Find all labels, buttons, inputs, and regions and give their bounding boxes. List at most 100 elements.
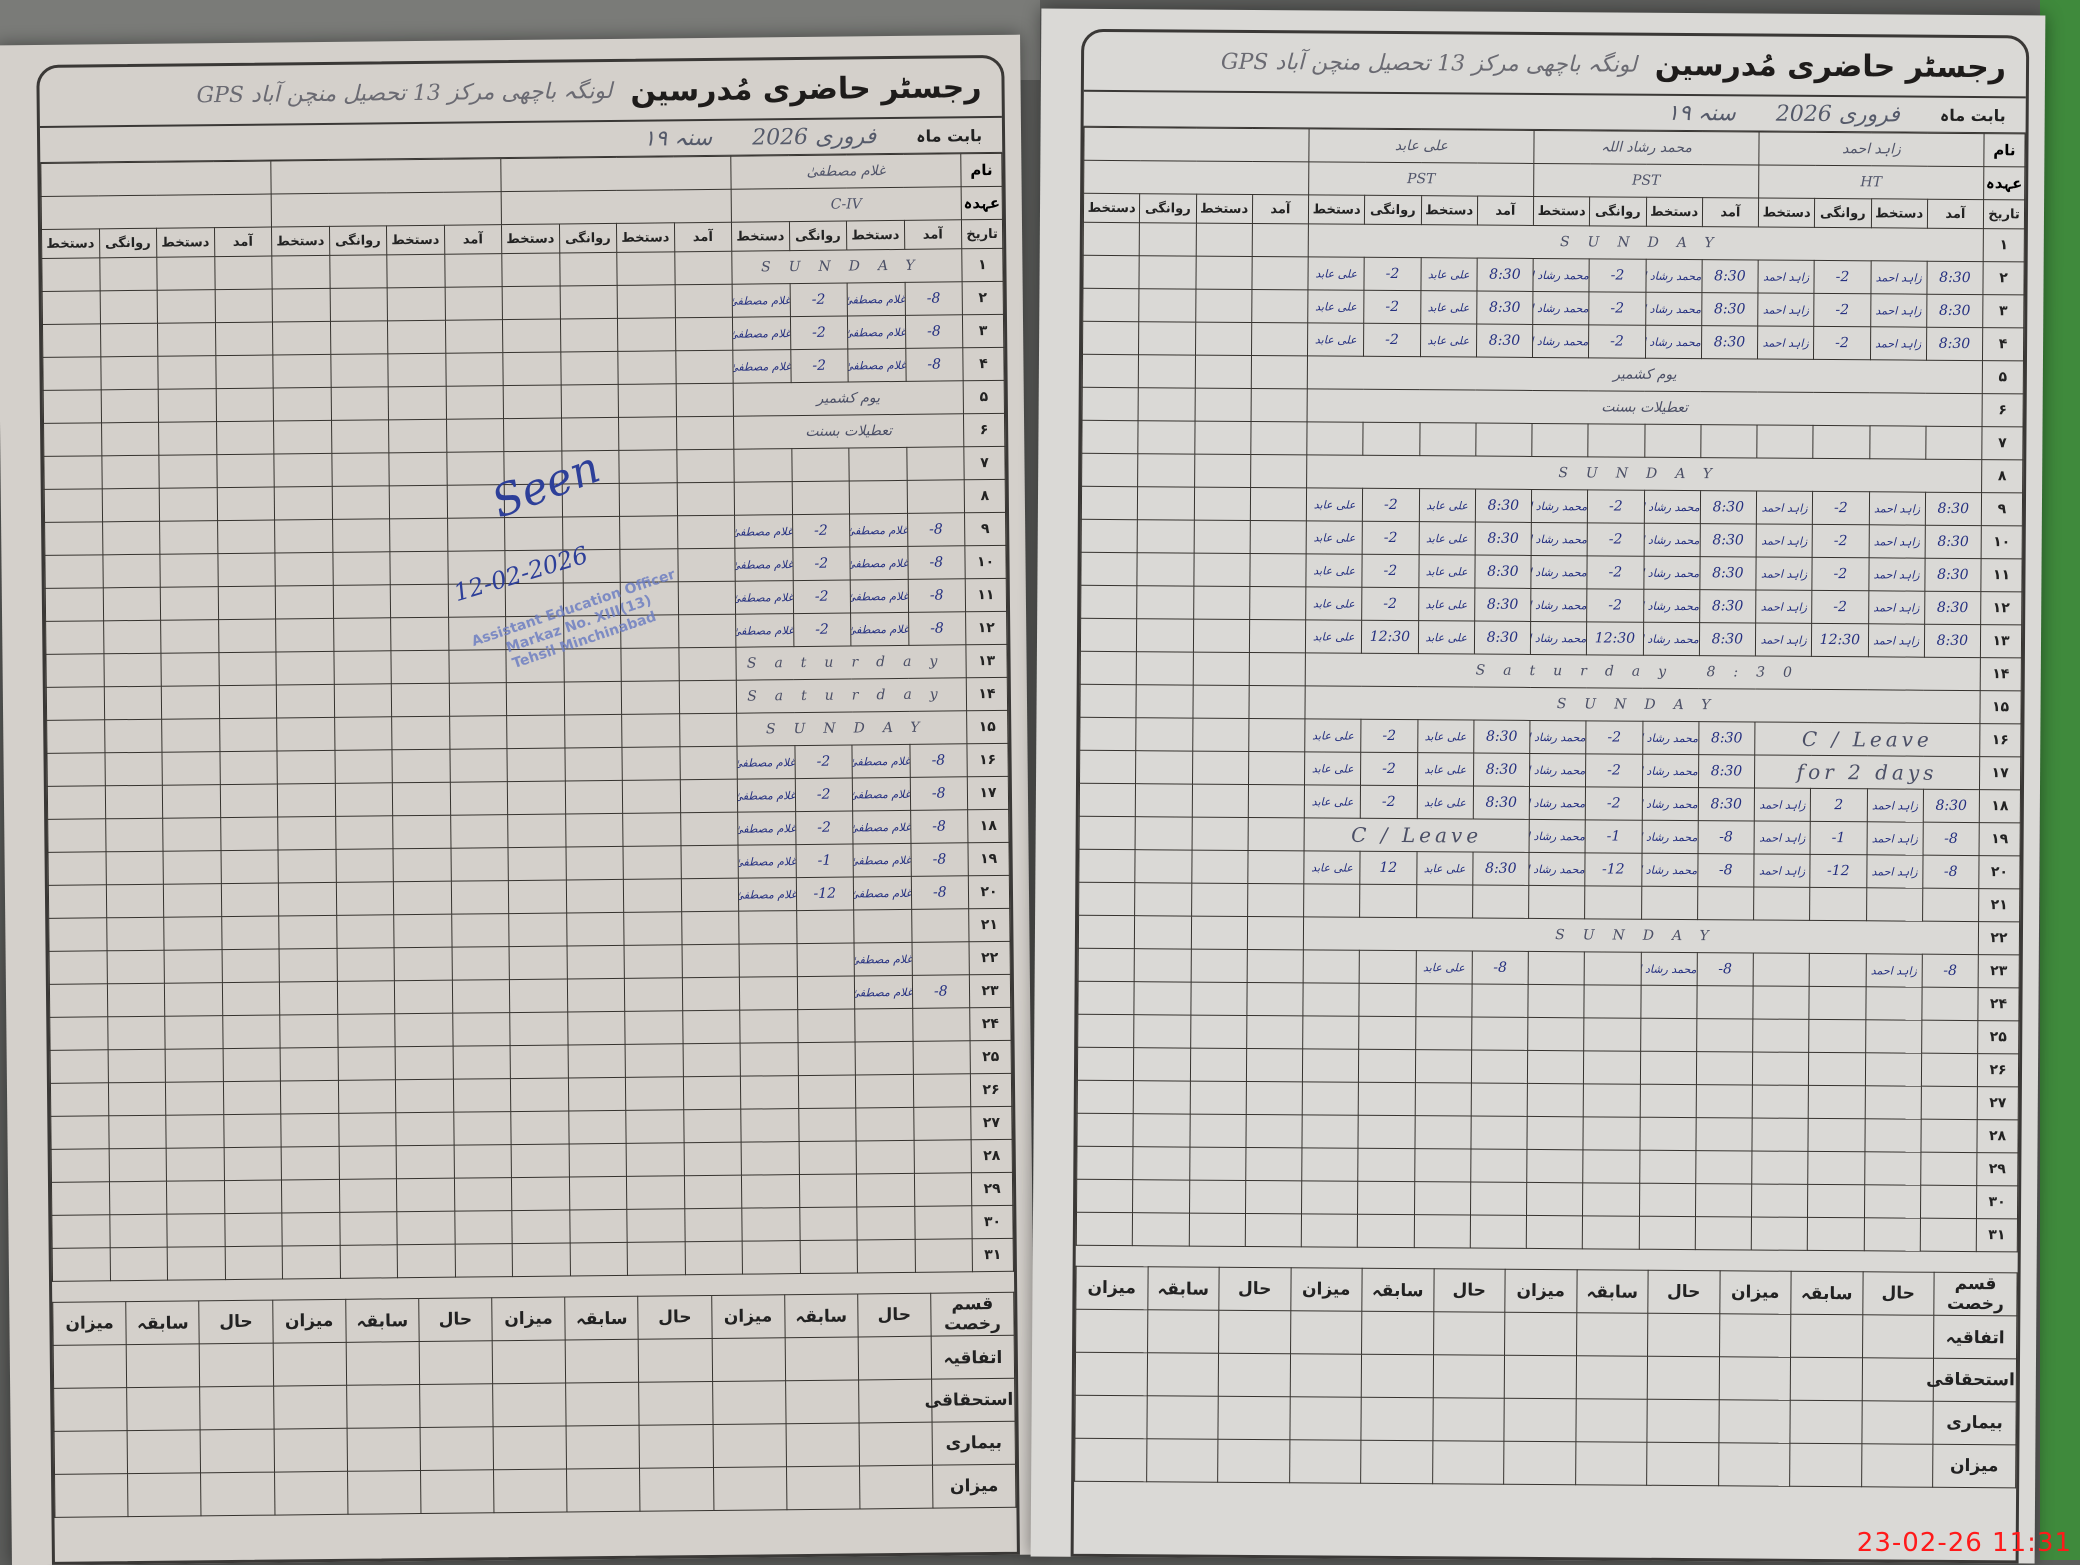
empty-cell	[390, 617, 449, 651]
empty-cell	[1359, 884, 1417, 918]
empty-cell	[347, 1470, 421, 1515]
empty-cell	[1133, 1080, 1190, 1115]
empty-cell	[48, 851, 106, 886]
empty-cell	[855, 1107, 914, 1141]
empty-cell	[222, 1047, 281, 1082]
empty-cell	[1527, 984, 1585, 1018]
signature-cell: علی عابد	[1415, 950, 1473, 985]
empty-cell	[621, 746, 680, 781]
empty-cell	[199, 1343, 274, 1387]
name-label: نام	[1983, 133, 2026, 167]
empty-cell	[503, 418, 562, 452]
empty-cell	[391, 683, 450, 717]
empty-cell	[1190, 982, 1247, 1016]
teacher-post: PST	[1533, 163, 1759, 199]
empty-cell	[160, 586, 219, 621]
empty-cell	[565, 1382, 640, 1427]
empty-cell	[563, 615, 621, 649]
day-number: ۲۱	[968, 908, 1011, 942]
empty-cell	[446, 484, 505, 519]
empty-cell	[275, 651, 334, 686]
school-name: GPS لونگہ باچھی مرکز 13 تحصیل منچن آباد	[196, 78, 613, 108]
signature-cell: زاہد احمد	[1870, 293, 1927, 328]
signature-cell: محمد رشاد اللہ	[1642, 721, 1699, 755]
signature-cell: غلام مصطفیٰ	[735, 613, 794, 648]
departure-cell: 2-	[1362, 554, 1419, 588]
day-number: ۲۵	[970, 1040, 1012, 1074]
empty-cell	[504, 517, 563, 551]
empty-cell	[1752, 1085, 1809, 1119]
departure-cell: 1-	[795, 843, 854, 878]
signature-cell: محمد رشاد اللہ	[1645, 259, 1702, 293]
signature-cell: غلام مصطفیٰ	[737, 844, 796, 879]
empty-cell	[158, 388, 217, 423]
arrival-cell: 8:30	[1474, 588, 1531, 622]
empty-cell	[1132, 1212, 1190, 1247]
arrival-cell: 8-	[1471, 951, 1529, 985]
empty-cell	[1808, 1085, 1865, 1119]
empty-cell	[624, 1010, 683, 1045]
empty-cell	[1752, 1019, 1810, 1053]
signature-cell	[1303, 949, 1360, 984]
signature-cell: غلام مصطفیٰ	[849, 513, 908, 547]
empty-cell	[222, 1014, 281, 1049]
empty-cell	[680, 845, 739, 879]
empty-cell	[1416, 884, 1473, 919]
departure-header: روانگی	[1139, 193, 1197, 224]
empty-cell	[53, 1344, 127, 1389]
departure-header: روانگی	[1814, 198, 1872, 228]
signature-cell: زاہد احمد	[1868, 524, 1926, 559]
signature-cell: غلام مصطفیٰ	[852, 777, 911, 811]
day-number: ۱۵	[1979, 690, 2022, 724]
row-note: تعطیلات بسنت	[1307, 388, 1983, 427]
signature-cell: زاہد احمد	[1866, 854, 1923, 889]
empty-cell	[493, 1469, 568, 1513]
empty-cell	[1188, 1213, 1246, 1247]
empty-cell	[102, 554, 161, 588]
date-header: تاریخ	[961, 219, 1003, 249]
empty-cell	[1358, 1049, 1416, 1083]
empty-cell	[273, 1428, 348, 1473]
empty-cell	[1082, 387, 1139, 421]
empty-cell	[568, 1110, 627, 1144]
previous-header: سابقہ	[1790, 1271, 1863, 1315]
empty-cell	[1864, 1085, 1922, 1120]
row-note: SUNDAY	[736, 710, 967, 747]
empty-cell	[564, 747, 623, 781]
empty-cell	[796, 909, 855, 944]
signature-cell: علی عابد	[1417, 620, 1475, 655]
empty-cell	[912, 1040, 971, 1075]
empty-cell	[449, 748, 508, 783]
arrival-cell: 8:30	[1476, 258, 1534, 292]
empty-cell	[683, 1109, 742, 1143]
empty-cell	[1133, 1014, 1191, 1049]
empty-cell	[791, 480, 850, 515]
empty-cell	[47, 785, 106, 820]
empty-cell	[160, 652, 219, 687]
empty-cell	[509, 1011, 568, 1046]
empty-cell	[158, 454, 217, 489]
arrival-header: آمد	[1702, 197, 1759, 228]
empty-cell	[332, 551, 391, 586]
departure-cell: 2-	[1361, 587, 1419, 621]
signature-header: دستخط	[1645, 197, 1703, 227]
departure-cell: 12:30	[1361, 620, 1419, 654]
empty-cell	[625, 1109, 684, 1144]
empty-cell	[52, 1247, 111, 1282]
signature-cell: غلام مصطفیٰ	[734, 547, 793, 582]
empty-cell	[1751, 1118, 1809, 1152]
arrival-header: آمد	[1927, 199, 1984, 229]
arrival-cell: 8-	[909, 776, 968, 811]
empty-cell	[713, 1466, 787, 1511]
empty-cell	[1189, 1081, 1247, 1115]
signature-cell: محمد رشاد اللہ	[1530, 555, 1588, 589]
empty-cell	[127, 1472, 202, 1517]
empty-cell	[99, 323, 158, 357]
empty-cell	[683, 1142, 742, 1176]
empty-cell	[336, 947, 395, 982]
empty-cell	[1471, 1017, 1528, 1051]
empty-cell	[161, 718, 220, 753]
signature-cell: غلام مصطفیٰ	[847, 348, 906, 382]
empty-cell	[1190, 949, 1248, 983]
arrival-header: آمد	[673, 222, 732, 252]
